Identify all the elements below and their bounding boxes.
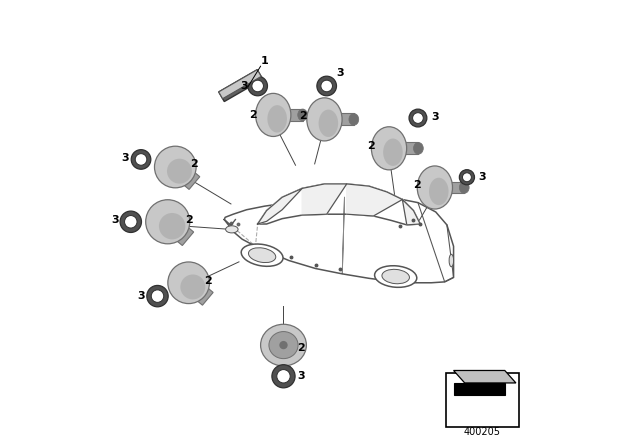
- Text: 2: 2: [413, 180, 421, 190]
- Ellipse shape: [260, 324, 307, 366]
- Ellipse shape: [279, 341, 287, 349]
- Polygon shape: [170, 161, 200, 190]
- Text: 3: 3: [478, 172, 486, 182]
- Circle shape: [252, 80, 264, 92]
- Ellipse shape: [146, 200, 190, 244]
- Polygon shape: [445, 181, 464, 194]
- Ellipse shape: [349, 113, 359, 125]
- Polygon shape: [224, 197, 454, 283]
- Ellipse shape: [374, 266, 417, 287]
- Text: 2: 2: [204, 276, 212, 286]
- Circle shape: [125, 215, 137, 228]
- Circle shape: [277, 370, 290, 383]
- Polygon shape: [183, 276, 213, 305]
- Ellipse shape: [168, 262, 209, 304]
- Circle shape: [413, 113, 423, 123]
- Ellipse shape: [429, 178, 449, 205]
- Ellipse shape: [449, 254, 454, 267]
- Circle shape: [272, 365, 295, 388]
- Polygon shape: [403, 199, 420, 225]
- Polygon shape: [347, 184, 403, 216]
- Text: 3: 3: [137, 291, 145, 301]
- Ellipse shape: [269, 332, 298, 359]
- Text: 1: 1: [260, 56, 268, 65]
- Text: 3: 3: [298, 371, 305, 381]
- Text: 2: 2: [185, 215, 193, 225]
- Text: 2: 2: [250, 110, 257, 120]
- Text: 3: 3: [122, 153, 129, 163]
- Ellipse shape: [180, 275, 205, 299]
- Ellipse shape: [319, 110, 338, 137]
- Text: 3: 3: [336, 68, 344, 78]
- Text: 2: 2: [191, 159, 198, 169]
- Circle shape: [147, 285, 168, 307]
- Circle shape: [317, 76, 337, 96]
- Polygon shape: [277, 366, 290, 376]
- Polygon shape: [162, 215, 194, 246]
- Ellipse shape: [241, 244, 283, 266]
- Polygon shape: [454, 383, 505, 396]
- Ellipse shape: [255, 93, 291, 137]
- Circle shape: [321, 80, 332, 92]
- Circle shape: [409, 109, 427, 127]
- Circle shape: [151, 290, 164, 302]
- Ellipse shape: [460, 181, 469, 194]
- Ellipse shape: [298, 109, 308, 121]
- Polygon shape: [334, 113, 354, 125]
- Ellipse shape: [154, 146, 196, 188]
- Ellipse shape: [382, 269, 410, 284]
- Ellipse shape: [167, 159, 192, 184]
- Circle shape: [460, 170, 474, 185]
- Polygon shape: [399, 142, 419, 154]
- Circle shape: [120, 211, 141, 233]
- Polygon shape: [258, 188, 302, 224]
- Ellipse shape: [248, 248, 276, 263]
- Ellipse shape: [371, 127, 406, 170]
- Ellipse shape: [417, 166, 452, 209]
- Circle shape: [463, 173, 472, 182]
- Ellipse shape: [226, 226, 238, 233]
- Text: 3: 3: [241, 81, 248, 91]
- Polygon shape: [219, 69, 263, 102]
- Text: 2: 2: [298, 343, 305, 353]
- Polygon shape: [219, 69, 261, 99]
- Circle shape: [131, 150, 151, 169]
- Ellipse shape: [383, 138, 403, 166]
- FancyBboxPatch shape: [445, 373, 519, 426]
- Ellipse shape: [413, 142, 423, 154]
- Text: 2: 2: [300, 111, 307, 121]
- Text: 400205: 400205: [463, 427, 500, 437]
- Circle shape: [135, 154, 147, 165]
- Text: 3: 3: [431, 112, 438, 122]
- Circle shape: [248, 76, 268, 96]
- Polygon shape: [302, 184, 347, 215]
- Text: 3: 3: [111, 215, 119, 225]
- Polygon shape: [283, 109, 303, 121]
- Polygon shape: [258, 184, 420, 225]
- Polygon shape: [454, 370, 516, 383]
- Ellipse shape: [268, 105, 287, 133]
- Text: 2: 2: [367, 141, 375, 151]
- Ellipse shape: [307, 98, 342, 141]
- Ellipse shape: [159, 213, 186, 239]
